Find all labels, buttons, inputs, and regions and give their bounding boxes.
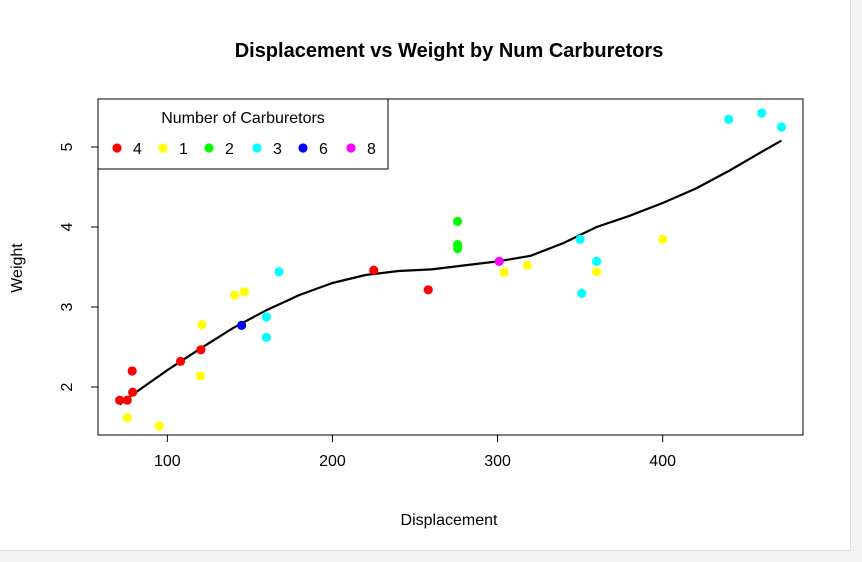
points-layer	[115, 108, 787, 431]
data-point-carb-2	[452, 216, 463, 226]
legend-label-4: 4	[133, 141, 142, 158]
x-tick-label: 300	[484, 453, 511, 470]
data-point-carb-1	[499, 267, 509, 277]
data-point-carb-4	[423, 285, 433, 295]
y-tick-label: 5	[59, 142, 76, 151]
chart-title: Displacement vs Weight by Num Carburetor…	[235, 40, 664, 62]
x-axis-label: Displacement	[401, 512, 498, 529]
data-point-carb-3	[261, 332, 272, 342]
data-point-carb-3	[577, 288, 587, 298]
data-point-carb-3	[724, 114, 734, 124]
legend-swatch-6	[298, 143, 308, 153]
x-tick-label: 100	[154, 453, 181, 470]
data-point-carb-1	[122, 413, 132, 423]
data-point-carb-1	[522, 260, 532, 270]
legend-swatch-8	[346, 143, 356, 153]
data-point-carb-8	[494, 256, 504, 266]
data-point-carb-4	[369, 265, 379, 275]
legend-box	[97, 98, 389, 170]
data-point-carb-3	[261, 312, 272, 322]
data-point-carb-2	[452, 244, 463, 254]
smooth-line-layer	[118, 139, 783, 406]
x-axis: 100 200 300 400	[154, 434, 676, 470]
data-point-carb-4	[122, 395, 132, 405]
smooth-fit-line	[118, 139, 783, 406]
y-tick-label: 4	[59, 222, 76, 231]
data-point-carb-4	[175, 356, 186, 366]
data-point-carb-6	[237, 320, 247, 330]
data-point-carb-4	[115, 395, 125, 405]
legend-entries: 4 1 2 3 6 8	[112, 141, 376, 158]
legend-title: Number of Carburetors	[161, 110, 325, 127]
data-point-carb-3	[776, 122, 787, 132]
legend-label-3: 3	[273, 141, 282, 158]
y-axis-label: Weight	[9, 243, 26, 293]
x-tick-label: 200	[319, 453, 346, 470]
y-tick-label: 2	[59, 382, 76, 391]
legend: Number of Carburetors 4 1 2 3 6 8	[97, 98, 389, 170]
y-tick-label: 3	[59, 302, 76, 311]
data-point-carb-1	[197, 320, 207, 330]
data-point-carb-4	[128, 387, 138, 397]
legend-label-6: 6	[319, 141, 328, 158]
legend-swatch-2	[204, 143, 214, 153]
data-point-carb-3	[592, 256, 602, 266]
legend-label-1: 1	[179, 141, 188, 158]
data-point-carb-3	[274, 267, 284, 277]
y-axis: 2 3 4 5	[59, 142, 99, 391]
legend-label-2: 2	[225, 141, 234, 158]
x-tick-label: 400	[649, 453, 676, 470]
data-point-carb-4	[127, 366, 137, 376]
data-point-carb-1	[592, 267, 602, 277]
plot-panel: Displacement vs Weight by Num Carburetor…	[0, 0, 851, 551]
data-point-carb-1	[658, 234, 668, 244]
data-point-carb-1	[195, 371, 206, 381]
legend-swatch-1	[158, 143, 168, 153]
data-point-carb-1	[239, 287, 250, 297]
scatter-chart: Displacement vs Weight by Num Carburetor…	[9, 40, 804, 529]
legend-swatch-3	[252, 143, 262, 153]
legend-label-8: 8	[367, 141, 376, 158]
data-point-carb-1	[230, 290, 240, 300]
data-point-carb-1	[154, 421, 164, 431]
legend-swatch-4	[112, 143, 122, 153]
data-point-carb-3	[757, 108, 767, 118]
data-point-carb-4	[196, 345, 206, 355]
data-point-carb-3	[575, 234, 585, 244]
